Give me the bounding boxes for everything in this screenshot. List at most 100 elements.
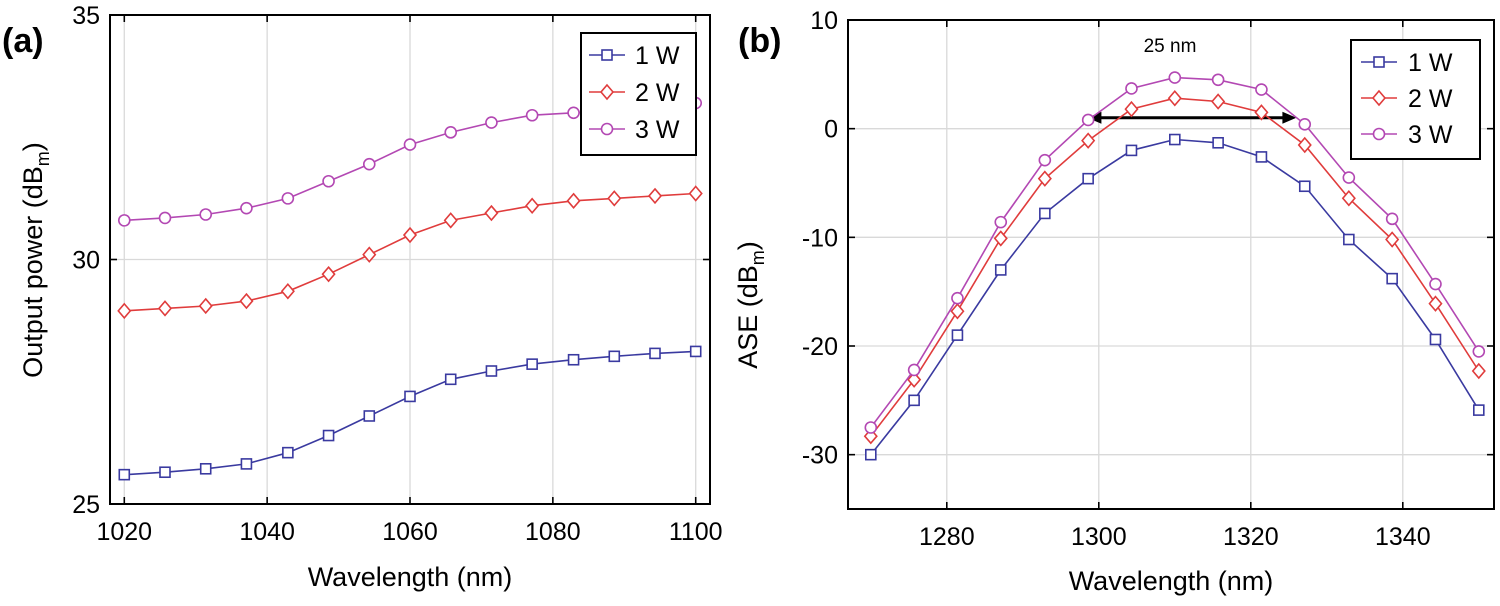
data-point-b-1w <box>994 264 1007 276</box>
data-point-a-1w <box>240 458 253 470</box>
data-point-a-2w <box>321 265 336 283</box>
data-point-a-1w <box>363 410 376 422</box>
legend-marker-a-1w <box>601 49 613 61</box>
annotation-layer-b: 25 nm <box>1087 36 1297 124</box>
panel-label-b: (b) <box>738 22 781 60</box>
data-point-a-1w <box>485 365 498 377</box>
data-point-b-3w <box>1125 82 1138 95</box>
legend-label-b-1w: 1 W <box>1408 49 1453 77</box>
data-point-b-2w <box>1341 189 1356 207</box>
data-point-b-1w <box>1125 144 1138 157</box>
y-axis-label-a-close: ) <box>18 142 48 151</box>
data-point-a-3w <box>444 126 458 139</box>
data-point-b-1w <box>1473 404 1485 416</box>
data-point-a-3w <box>525 108 539 122</box>
data-point-a-1w <box>444 373 457 386</box>
x-tick-label-b: 1300 <box>1071 523 1127 551</box>
legend-label-a-3w: 3 W <box>635 116 680 144</box>
panel-b: (b) 25 nm 1280 1300 1320 1340 -30 -20 -10 0 10 W… <box>733 7 1495 596</box>
data-point-a-2w <box>688 185 703 202</box>
x-axis-label-a: Wavelength (nm) <box>308 562 513 592</box>
ticks-b: 1280 1300 1320 1340 -30 -20 -10 0 10 <box>802 7 1494 551</box>
data-point-b-1w <box>1429 333 1442 346</box>
series-layer-b <box>863 71 1486 461</box>
x-tick-label-a: 1100 <box>669 518 723 546</box>
ticks-a: 1020 1040 1060 1080 1100 25 30 35 <box>72 2 722 546</box>
data-point-b-3w <box>994 215 1008 229</box>
legend-marker-b-3w <box>1372 127 1386 141</box>
data-point-b-2w <box>1254 104 1269 121</box>
data-point-b-3w <box>1342 171 1356 184</box>
data-point-b-2w <box>950 302 965 320</box>
data-point-a-3w <box>158 211 172 225</box>
legend-label-b-2w: 2 W <box>1408 85 1453 113</box>
data-point-b-2w <box>993 230 1008 247</box>
panel-label-a: (a) <box>2 22 44 60</box>
data-point-b-3w <box>1038 153 1052 167</box>
data-point-a-3w <box>403 138 417 151</box>
data-point-b-2w <box>1124 100 1139 118</box>
y-tick-label-a: 35 <box>72 2 100 30</box>
data-point-b-1w <box>1039 207 1051 220</box>
data-point-b-3w <box>1472 345 1486 358</box>
legend-marker-a-2w <box>599 83 615 101</box>
data-point-a-3w <box>281 192 295 205</box>
data-point-a-2w <box>566 192 581 210</box>
legend-b: 1 W 2 W 3 W <box>1350 39 1481 160</box>
annotation-arrowhead-right <box>1282 111 1297 124</box>
data-point-a-2w <box>198 297 213 315</box>
data-point-a-1w <box>159 466 171 479</box>
y-axis-label-b-close: ) <box>733 241 763 250</box>
y-tick-label-a: 25 <box>72 491 100 519</box>
data-point-a-2w <box>117 302 132 320</box>
y-axis-label-a-sub: m <box>33 151 53 166</box>
x-tick-label-a: 1020 <box>96 518 152 546</box>
data-point-b-3w <box>907 363 921 377</box>
y-axis-label-a: Output power (dBm) <box>18 142 53 378</box>
data-point-a-2w <box>443 212 458 229</box>
annotation-25nm: 25 nm <box>1144 36 1197 57</box>
data-point-a-1w <box>282 446 294 459</box>
y-axis-label-b-sub: m <box>748 250 768 265</box>
y-tick-label-b: -30 <box>802 442 838 470</box>
legend-box-b <box>1350 39 1481 160</box>
data-point-b-3w <box>1298 118 1312 131</box>
data-point-a-3w <box>117 214 131 227</box>
data-point-a-2w <box>362 246 377 263</box>
data-point-b-1w <box>1082 172 1094 185</box>
data-point-b-3w <box>864 421 878 434</box>
data-point-a-3w <box>567 106 580 120</box>
data-point-a-2w <box>647 187 663 205</box>
data-point-b-3w <box>1168 71 1182 84</box>
legend-a: 1 W 2 W 3 W <box>580 32 697 156</box>
data-point-b-1w <box>864 448 877 461</box>
data-point-b-1w <box>1298 180 1311 193</box>
data-point-b-3w <box>1429 277 1442 291</box>
data-point-b-1w <box>1212 136 1224 149</box>
legend-label-a-1w: 1 W <box>635 42 680 70</box>
legend-marker-b-1w <box>1373 56 1385 68</box>
data-point-b-3w <box>1255 83 1268 96</box>
data-point-b-2w <box>907 371 922 388</box>
data-point-a-2w <box>402 226 418 244</box>
data-point-b-2w <box>1037 170 1052 187</box>
data-point-b-1w <box>908 394 920 407</box>
data-point-b-1w <box>1255 151 1268 163</box>
data-point-b-2w <box>1167 90 1182 107</box>
data-point-a-2w <box>280 283 295 300</box>
y-tick-label-b: -10 <box>802 224 838 252</box>
data-point-a-2w <box>157 300 173 317</box>
data-point-b-1w <box>1169 133 1181 146</box>
y-axis-label-b: ASE (dBm) <box>733 241 768 369</box>
annotation-arrowhead-left <box>1087 111 1102 124</box>
data-point-a-3w <box>362 157 376 171</box>
x-axis-label-b: Wavelength (nm) <box>1069 566 1274 596</box>
y-tick-label-a: 30 <box>72 247 100 275</box>
legend-box-a <box>580 32 697 156</box>
y-tick-label-b: 0 <box>824 116 838 144</box>
data-point-b-2w <box>1081 132 1096 149</box>
data-point-b-1w <box>951 329 964 341</box>
legend-label-a-2w: 2 W <box>635 79 680 107</box>
x-tick-label-b: 1320 <box>1223 523 1279 551</box>
